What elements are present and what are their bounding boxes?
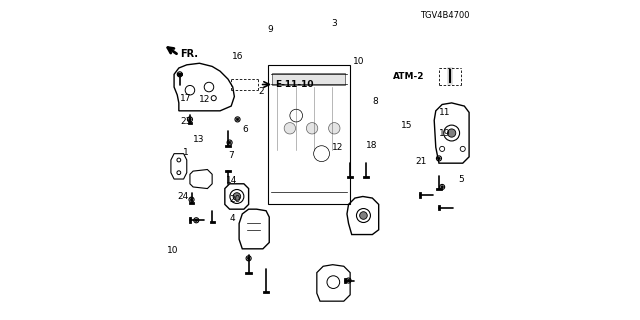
Circle shape: [247, 257, 250, 260]
Text: 10: 10: [167, 246, 179, 255]
Text: 19: 19: [439, 129, 451, 138]
Text: E-11-10: E-11-10: [275, 80, 314, 89]
Text: 16: 16: [232, 52, 244, 61]
Circle shape: [236, 118, 239, 121]
Circle shape: [438, 157, 440, 160]
Text: ATM-2: ATM-2: [393, 72, 425, 81]
Text: 9: 9: [268, 25, 273, 35]
Text: 20: 20: [230, 195, 241, 204]
Text: TGV4B4700: TGV4B4700: [420, 11, 469, 20]
Circle shape: [360, 212, 367, 219]
Circle shape: [233, 193, 241, 200]
Circle shape: [284, 123, 296, 134]
Text: 4: 4: [230, 214, 236, 223]
Text: 2: 2: [258, 87, 264, 96]
Circle shape: [328, 123, 340, 134]
Text: 11: 11: [439, 108, 451, 117]
Circle shape: [228, 141, 231, 144]
Text: 24: 24: [177, 192, 188, 201]
Bar: [268, 65, 350, 204]
Text: 7: 7: [228, 151, 234, 160]
Circle shape: [190, 198, 193, 201]
Text: 15: 15: [401, 121, 412, 130]
Bar: [273, 73, 346, 85]
Text: 1: 1: [182, 148, 188, 156]
Circle shape: [179, 73, 181, 76]
Circle shape: [307, 123, 318, 134]
Circle shape: [195, 219, 198, 221]
Text: 3: 3: [331, 19, 337, 28]
Text: 18: 18: [366, 141, 378, 150]
Text: 8: 8: [372, 97, 378, 106]
Circle shape: [348, 279, 350, 282]
Circle shape: [441, 186, 444, 188]
Text: 13: 13: [193, 135, 204, 144]
Text: 12: 12: [199, 95, 211, 104]
Circle shape: [189, 118, 191, 121]
Text: 17: 17: [180, 94, 191, 103]
Text: 23: 23: [180, 117, 191, 126]
Text: 6: 6: [243, 125, 248, 134]
Text: 10: 10: [353, 57, 365, 66]
Circle shape: [447, 129, 456, 137]
Text: 5: 5: [458, 174, 464, 184]
Text: 21: 21: [415, 157, 426, 166]
Text: FR.: FR.: [180, 49, 198, 59]
Text: 12: 12: [332, 143, 344, 152]
Text: 14: 14: [227, 176, 238, 185]
